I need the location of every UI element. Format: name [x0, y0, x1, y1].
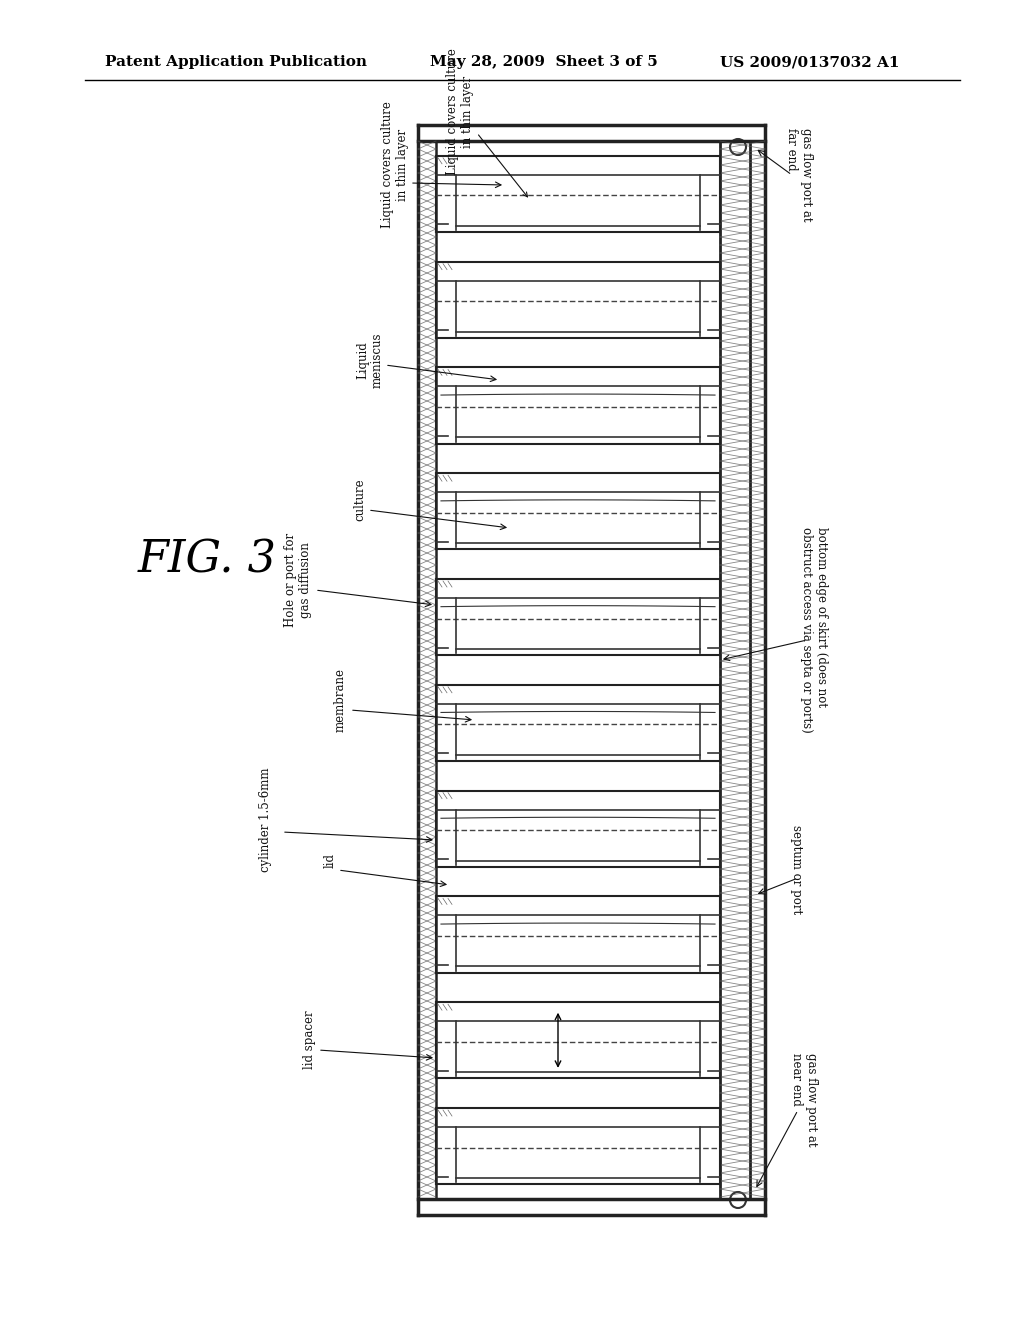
Text: septum or port: septum or port	[790, 825, 803, 915]
Text: membrane: membrane	[334, 668, 346, 733]
Text: gas flow port at
near end: gas flow port at near end	[790, 1053, 818, 1147]
Text: Liquid covers culture
in thin layer: Liquid covers culture in thin layer	[446, 48, 527, 197]
Text: bottom edge of skirt (does not
obstruct access via septa or ports): bottom edge of skirt (does not obstruct …	[800, 527, 828, 733]
Text: gas flow port at
far end: gas flow port at far end	[785, 128, 813, 222]
Text: cylinder 1.5-6mm: cylinder 1.5-6mm	[258, 768, 271, 873]
Text: Liquid covers culture
in thin layer: Liquid covers culture in thin layer	[381, 102, 409, 228]
Text: culture: culture	[353, 479, 367, 521]
Text: lid: lid	[324, 853, 337, 867]
Text: lid spacer: lid spacer	[303, 1011, 316, 1069]
Text: US 2009/0137032 A1: US 2009/0137032 A1	[720, 55, 899, 69]
Text: FIG. 3: FIG. 3	[138, 539, 278, 582]
Text: Hole or port for
gas diffusion: Hole or port for gas diffusion	[284, 533, 312, 627]
Text: Patent Application Publication: Patent Application Publication	[105, 55, 367, 69]
Text: May 28, 2009  Sheet 3 of 5: May 28, 2009 Sheet 3 of 5	[430, 55, 657, 69]
Text: Liquid
meniscus: Liquid meniscus	[356, 333, 384, 388]
